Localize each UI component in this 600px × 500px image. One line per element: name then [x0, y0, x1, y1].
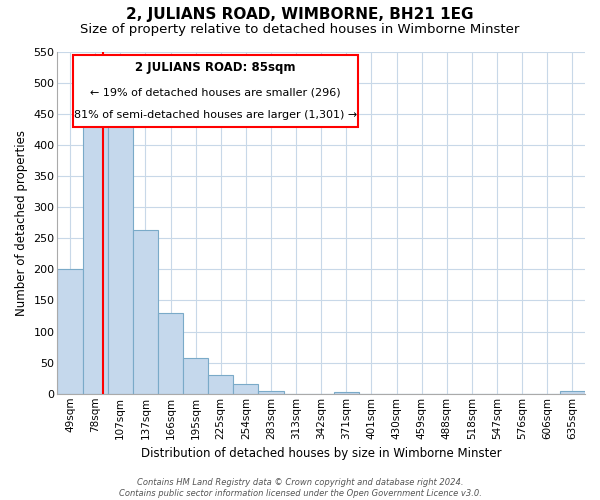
- Bar: [208, 375, 233, 394]
- Bar: [158, 313, 183, 394]
- Bar: [83, 110, 108, 394]
- X-axis label: Distribution of detached houses by size in Wimborne Minster: Distribution of detached houses by size …: [141, 447, 502, 460]
- Text: 81% of semi-detached houses are larger (1,301) →: 81% of semi-detached houses are larger (…: [74, 110, 358, 120]
- Text: 2, JULIANS ROAD, WIMBORNE, BH21 1EG: 2, JULIANS ROAD, WIMBORNE, BH21 1EG: [126, 8, 474, 22]
- FancyBboxPatch shape: [73, 55, 358, 127]
- Bar: [233, 384, 259, 394]
- Text: Contains HM Land Registry data © Crown copyright and database right 2024.
Contai: Contains HM Land Registry data © Crown c…: [119, 478, 481, 498]
- Bar: [133, 230, 158, 394]
- Bar: [58, 270, 83, 394]
- Bar: [334, 392, 359, 394]
- Bar: [183, 358, 208, 394]
- Bar: [560, 390, 585, 394]
- Text: Size of property relative to detached houses in Wimborne Minster: Size of property relative to detached ho…: [80, 22, 520, 36]
- Bar: [108, 123, 133, 394]
- Text: ← 19% of detached houses are smaller (296): ← 19% of detached houses are smaller (29…: [91, 88, 341, 98]
- Text: 2 JULIANS ROAD: 85sqm: 2 JULIANS ROAD: 85sqm: [136, 62, 296, 74]
- Bar: [259, 390, 284, 394]
- Y-axis label: Number of detached properties: Number of detached properties: [15, 130, 28, 316]
